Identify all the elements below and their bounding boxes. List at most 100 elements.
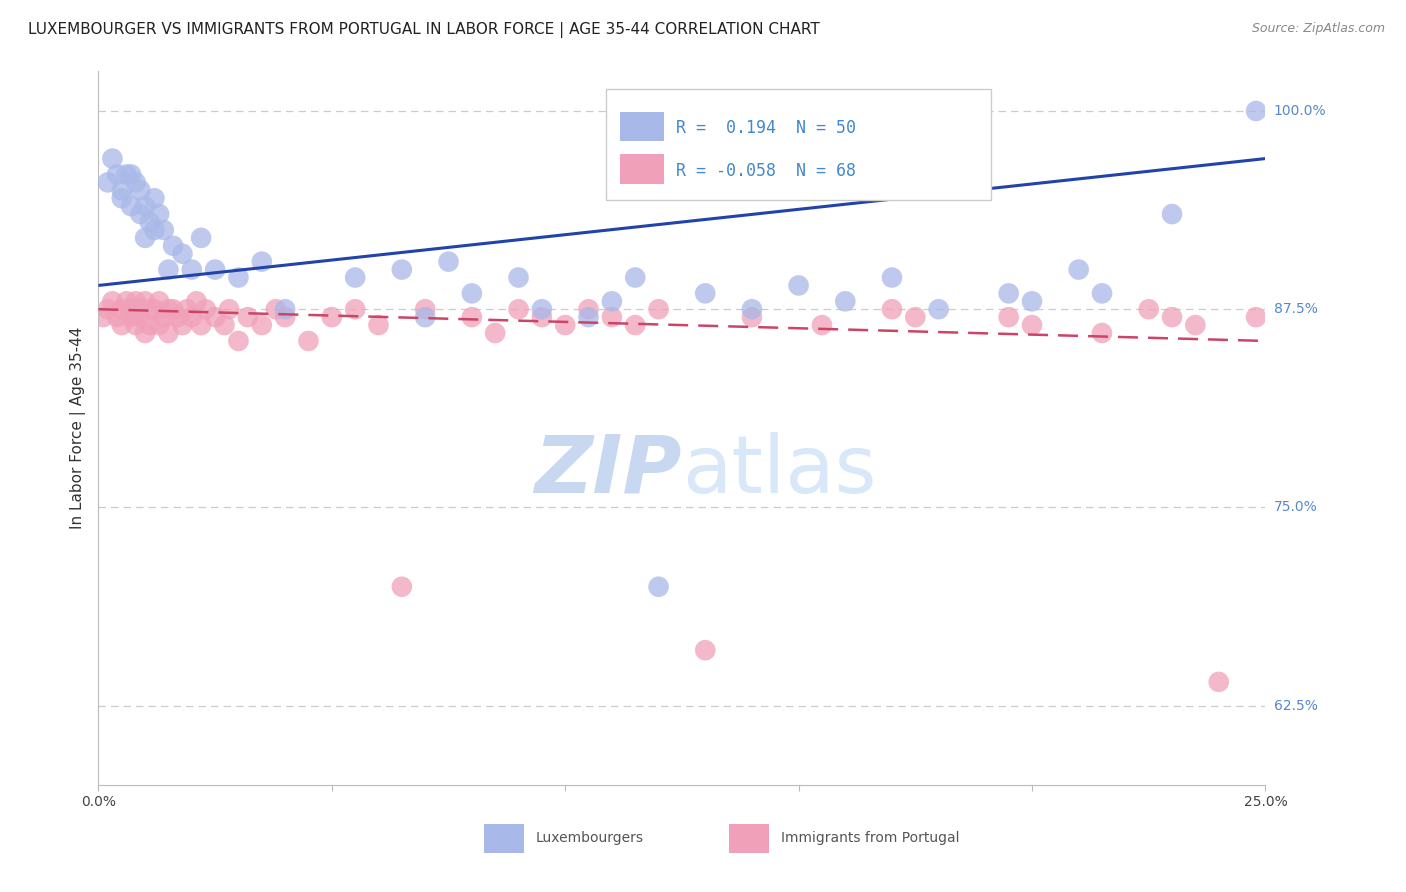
Point: [125, 175, 148, 189]
Text: 100.0%: 100.0%: [1274, 104, 1326, 118]
Point: [152, 310, 174, 325]
Point: [111, 191, 134, 205]
Point: [461, 286, 484, 301]
Point: [695, 643, 717, 657]
Point: [101, 152, 124, 166]
Point: [105, 310, 128, 325]
Text: LUXEMBOURGER VS IMMIGRANTS FROM PORTUGAL IN LABOR FORCE | AGE 35-44 CORRELATION : LUXEMBOURGER VS IMMIGRANTS FROM PORTUGAL…: [28, 22, 820, 38]
Point: [129, 207, 152, 221]
Point: [180, 262, 202, 277]
Point: [530, 302, 553, 317]
Y-axis label: In Labor Force | Age 35-44: In Labor Force | Age 35-44: [69, 327, 86, 529]
Point: [695, 286, 717, 301]
Point: [1091, 326, 1114, 340]
Point: [1161, 207, 1184, 221]
Point: [111, 302, 134, 317]
Point: [129, 183, 152, 197]
Point: [157, 262, 180, 277]
Point: [148, 207, 170, 221]
Point: [1184, 318, 1206, 332]
Point: [194, 302, 217, 317]
Point: [91, 310, 114, 325]
Point: [176, 302, 198, 317]
Point: [125, 294, 148, 309]
Point: [344, 270, 367, 285]
Point: [143, 223, 166, 237]
Point: [508, 302, 530, 317]
Point: [162, 239, 184, 253]
Point: [228, 334, 250, 348]
Text: 62.5%: 62.5%: [1274, 698, 1317, 713]
Point: [297, 334, 319, 348]
Point: [647, 580, 669, 594]
Point: [180, 310, 202, 325]
Text: ZIP: ZIP: [534, 432, 682, 510]
Point: [508, 270, 530, 285]
Point: [484, 326, 506, 340]
Bar: [728, 824, 769, 853]
Point: [461, 310, 484, 325]
Point: [250, 254, 273, 268]
Point: [139, 215, 162, 229]
Text: 87.5%: 87.5%: [1274, 302, 1317, 317]
Point: [578, 302, 600, 317]
Point: [172, 318, 194, 332]
Point: [148, 318, 170, 332]
Point: [1067, 262, 1090, 277]
Point: [997, 310, 1019, 325]
Point: [157, 326, 180, 340]
Point: [139, 318, 162, 332]
Point: [880, 270, 903, 285]
Text: R =  0.194  N = 50: R = 0.194 N = 50: [676, 120, 856, 137]
Point: [578, 310, 600, 325]
Point: [190, 318, 212, 332]
Point: [172, 246, 194, 260]
Point: [134, 294, 156, 309]
Point: [120, 302, 142, 317]
Point: [120, 168, 142, 182]
Point: [1161, 310, 1184, 325]
Point: [741, 302, 763, 317]
FancyBboxPatch shape: [606, 89, 991, 200]
Text: Source: ZipAtlas.com: Source: ZipAtlas.com: [1251, 22, 1385, 36]
Point: [811, 318, 834, 332]
Point: [120, 310, 142, 325]
Point: [250, 318, 273, 332]
Point: [344, 302, 367, 317]
Point: [1021, 318, 1043, 332]
Point: [218, 302, 240, 317]
Point: [97, 175, 120, 189]
Point: [105, 168, 128, 182]
Point: [741, 310, 763, 325]
Point: [321, 310, 343, 325]
Point: [554, 318, 576, 332]
Point: [134, 231, 156, 245]
Point: [413, 302, 436, 317]
Point: [904, 310, 927, 325]
Point: [1137, 302, 1160, 317]
Point: [125, 318, 148, 332]
Point: [139, 302, 162, 317]
Point: [367, 318, 389, 332]
Text: 75.0%: 75.0%: [1274, 500, 1317, 515]
Text: R = -0.058  N = 68: R = -0.058 N = 68: [676, 162, 856, 180]
Point: [228, 270, 250, 285]
Point: [148, 294, 170, 309]
Point: [647, 302, 669, 317]
Point: [134, 199, 156, 213]
Point: [928, 302, 950, 317]
Point: [204, 310, 226, 325]
Text: Luxembourgers: Luxembourgers: [536, 831, 644, 846]
Point: [600, 294, 623, 309]
Point: [186, 294, 208, 309]
Point: [1091, 286, 1114, 301]
Point: [787, 278, 810, 293]
Point: [264, 302, 287, 317]
Point: [157, 302, 180, 317]
Point: [129, 310, 152, 325]
Point: [129, 302, 152, 317]
Point: [166, 310, 188, 325]
Point: [152, 223, 174, 237]
Point: [1021, 294, 1043, 309]
Point: [204, 262, 226, 277]
